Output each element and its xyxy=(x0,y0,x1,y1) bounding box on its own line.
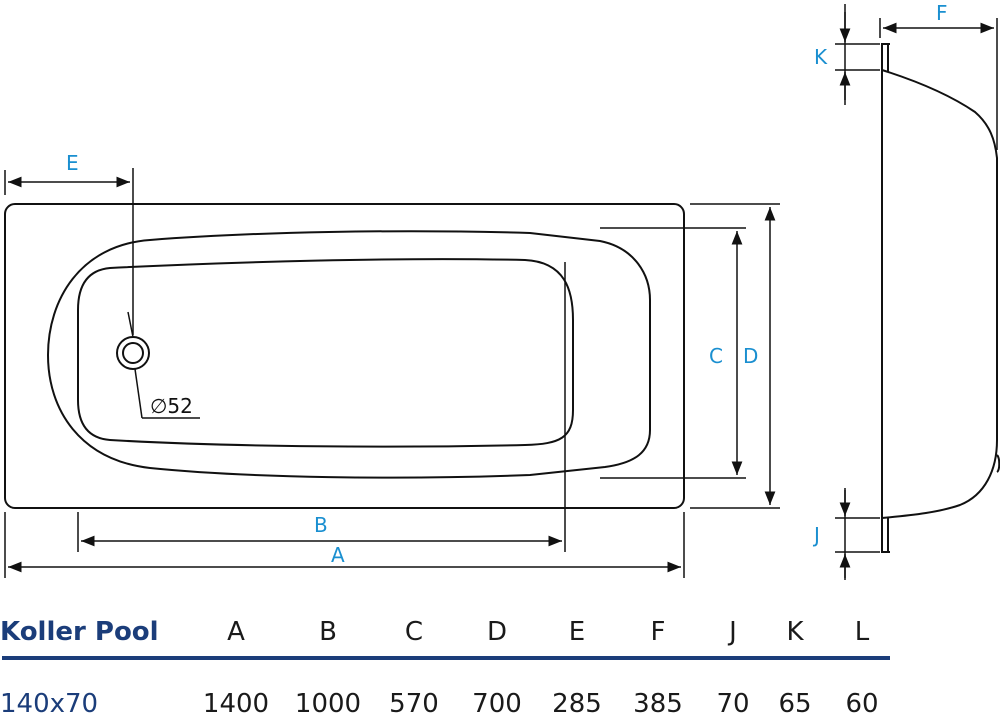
tub-outer-rim xyxy=(4,203,685,509)
dimension-label-d: D xyxy=(743,344,758,368)
column-header-a: A xyxy=(227,617,245,647)
dimension-label-k: K xyxy=(814,45,828,69)
tub-inner-rim xyxy=(46,230,651,479)
dimension-label-j: J xyxy=(812,523,820,547)
drain-hole-inner xyxy=(122,342,144,364)
column-header-k: K xyxy=(786,617,804,647)
value-f: 385 xyxy=(633,689,683,719)
top-view xyxy=(4,203,685,509)
column-header-f: F xyxy=(650,617,666,647)
dimension-label-b: B xyxy=(314,513,328,537)
side-view xyxy=(881,43,1000,553)
top-view-labels: E ∅52 B A C D xyxy=(66,151,758,567)
table-row: 140x70 1400 1000 570 700 285 385 70 65 6… xyxy=(0,684,1000,724)
value-l: 60 xyxy=(845,689,879,719)
dimension-spec-table: Koller Pool A B C D E F J K L xyxy=(0,612,1000,652)
tub-basin xyxy=(77,258,574,448)
side-view-labels: F K J xyxy=(812,1,948,547)
tub-side-profile-outer xyxy=(881,43,890,553)
column-header-l: L xyxy=(854,617,870,647)
side-view-dimensions xyxy=(835,4,998,580)
column-header-e: E xyxy=(568,617,586,647)
drain-diameter-label: ∅52 xyxy=(150,394,193,418)
bathtub-technical-drawing: E ∅52 B A C D F K J xyxy=(4,1,1000,580)
value-d: 700 xyxy=(472,689,522,719)
column-header-d: D xyxy=(486,617,508,647)
value-c: 570 xyxy=(389,689,439,719)
model-header: Koller Pool xyxy=(0,617,159,647)
column-header-c: C xyxy=(404,617,424,647)
column-header-j: J xyxy=(729,617,737,647)
dimension-label-a: A xyxy=(331,543,345,567)
spec-table-header: Koller Pool A B C D E F J K L xyxy=(0,612,1000,652)
dimension-label-e: E xyxy=(66,151,79,175)
dimension-label-f: F xyxy=(936,1,948,25)
value-k: 65 xyxy=(778,689,812,719)
value-b: 1000 xyxy=(294,689,362,719)
dimension-spec-values: 140x70 1400 1000 570 700 285 385 70 65 6… xyxy=(0,684,1000,724)
drain-hole-outer xyxy=(116,336,150,370)
tub-side-foot xyxy=(996,454,1000,473)
table-divider xyxy=(2,656,890,660)
tub-side-wall xyxy=(881,69,998,519)
column-header-b: B xyxy=(319,617,337,647)
dimension-label-c: C xyxy=(709,344,723,368)
value-e: 285 xyxy=(552,689,602,719)
value-a: 1400 xyxy=(202,689,270,719)
value-j: 70 xyxy=(716,689,750,719)
model-name: 140x70 xyxy=(0,689,99,719)
top-view-dimensions xyxy=(4,168,780,578)
